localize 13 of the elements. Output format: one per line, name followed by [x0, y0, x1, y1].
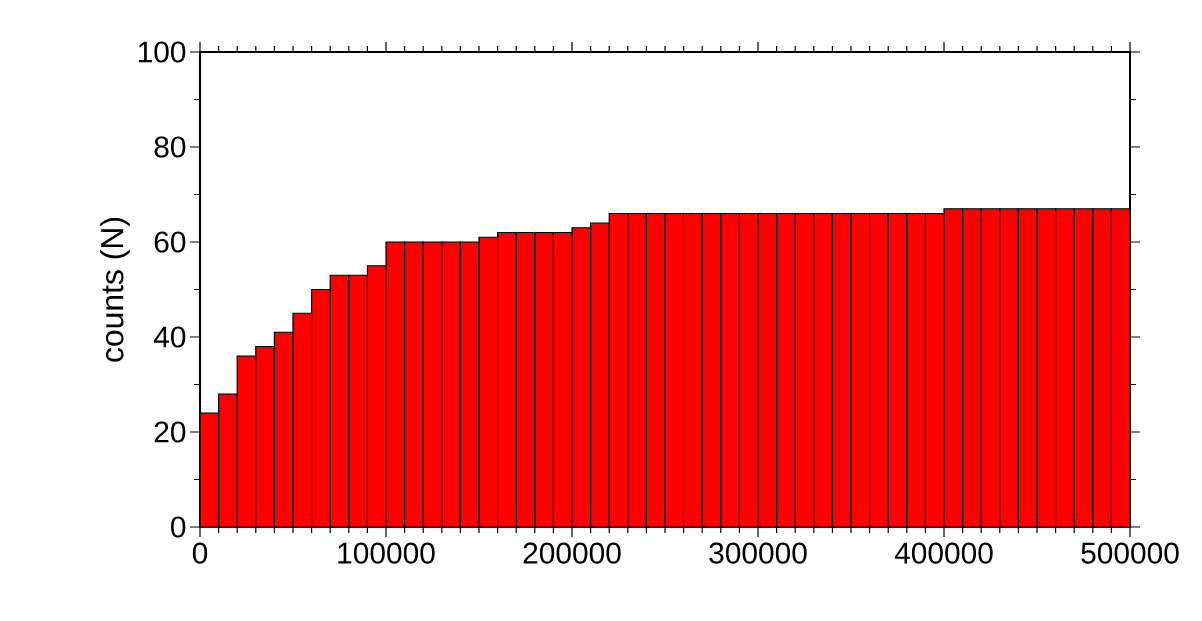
y-axis-title: counts (N)	[100, 217, 130, 362]
x-tick-label: 500000	[1081, 542, 1179, 564]
y-tick-label: 60	[154, 231, 186, 253]
y-tick-label: 80	[154, 136, 186, 158]
y-tick-label: 0	[171, 516, 186, 538]
x-tick-label: 0	[192, 542, 208, 564]
x-tick-label: 300000	[709, 542, 807, 564]
x-tick-label: 100000	[338, 542, 435, 564]
y-tick-label: 40	[153, 326, 186, 348]
x-tick-label: 400000	[894, 542, 993, 564]
y-tick-label: 100	[138, 41, 186, 63]
y-tick-label: 20	[154, 421, 186, 443]
x-tick-label: 200000	[523, 542, 621, 564]
